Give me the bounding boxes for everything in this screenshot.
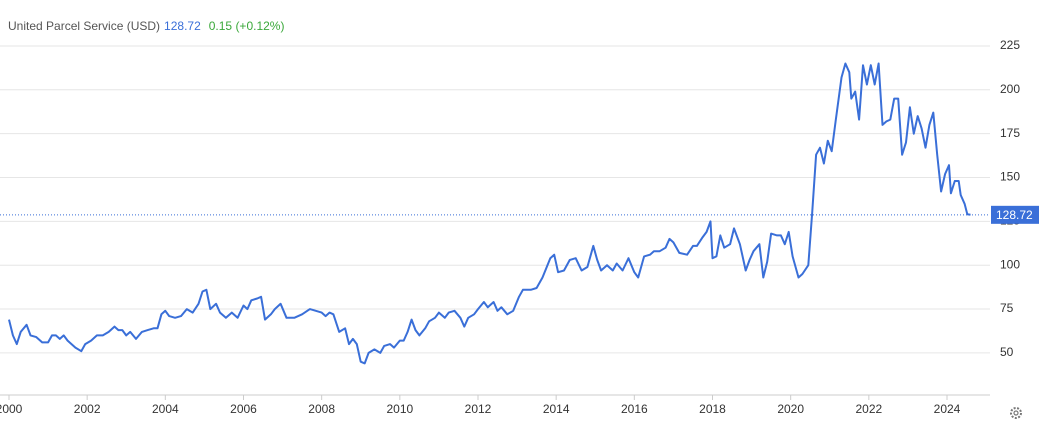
- x-tick-label: 2010: [386, 402, 413, 416]
- gear-outer: [1010, 407, 1022, 419]
- x-tick-label: 2006: [230, 402, 257, 416]
- y-tick-label: 100: [1000, 257, 1020, 271]
- x-tick-label: 2022: [855, 402, 882, 416]
- title: United Parcel Service (USD): [8, 19, 160, 33]
- y-tick-label: 75: [1000, 301, 1014, 315]
- y-tick-label: 175: [1000, 126, 1020, 140]
- price-line: [8, 62, 971, 365]
- x-tick-label: 2024: [934, 402, 961, 416]
- settings-icon[interactable]: [1010, 407, 1022, 419]
- x-tick-label: 2008: [308, 402, 335, 416]
- x-tick-label: 2002: [74, 402, 101, 416]
- gear-inner: [1013, 410, 1019, 416]
- header-change: 0.15 (+0.12%): [209, 19, 285, 33]
- last-price-box: [991, 205, 1039, 224]
- chart-title: United Parcel Service (USD) 128.72 0.15 (+…: [8, 19, 284, 33]
- y-tick-label: 150: [1000, 170, 1020, 184]
- y-tick-label: 50: [1000, 345, 1014, 359]
- x-tick-label: 2000: [0, 402, 23, 416]
- x-tick-label: 2014: [543, 402, 570, 416]
- y-tick-label: 225: [1000, 38, 1020, 52]
- y-tick-label: 200: [1000, 82, 1020, 96]
- last-price-label: 128.72: [996, 208, 1033, 222]
- x-tick-label: 2012: [465, 402, 492, 416]
- x-tick-label: 2020: [777, 402, 804, 416]
- x-tick-label: 2018: [699, 402, 726, 416]
- x-tick-label: 2004: [152, 402, 179, 416]
- header-price: 128.72: [164, 19, 201, 33]
- x-tick-label: 2016: [621, 402, 648, 416]
